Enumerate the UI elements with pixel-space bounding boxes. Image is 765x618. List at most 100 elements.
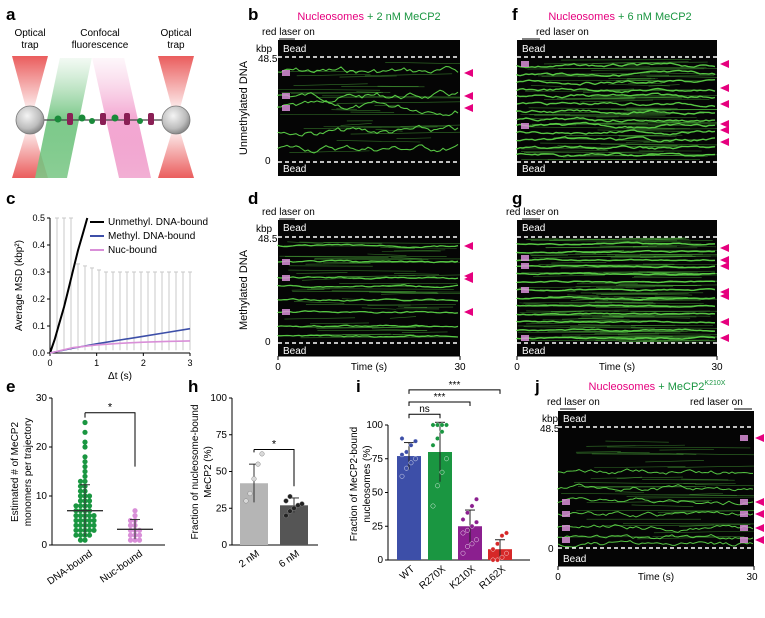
x-tick-label: 2 xyxy=(141,358,146,368)
data-point xyxy=(128,518,133,523)
data-point xyxy=(474,538,478,542)
significance-label: *** xyxy=(449,380,461,391)
x-tick-0: 0 xyxy=(275,362,281,373)
y-axis-label-1: Fraction of nucleosome-bound xyxy=(190,404,201,539)
panel-b-title: Nucleosomes + 2 nM MeCP2 xyxy=(297,11,440,23)
data-point xyxy=(87,498,92,503)
y-tick-label: 25 xyxy=(216,503,228,514)
nucleosome-arrows-b xyxy=(464,69,473,112)
data-point xyxy=(87,533,92,538)
data-point xyxy=(474,497,478,501)
nucleosome-arrow xyxy=(755,510,764,518)
legend-label: Nuc-bound xyxy=(108,245,157,256)
mecp2-protein xyxy=(55,116,62,123)
nucleosome-spot xyxy=(521,287,529,293)
x-category-label: R162X xyxy=(477,564,508,592)
data-point xyxy=(504,551,508,555)
title-nucleosomes: Nucleosomes xyxy=(589,381,656,393)
top-tick: 48.5 xyxy=(540,424,560,435)
nucleosome-arrow xyxy=(755,524,764,532)
x-category-label: 2 nM xyxy=(237,548,262,570)
kymograph-b xyxy=(278,40,460,176)
panel-j: j Nucleosomes + MeCP2K210X red laser on … xyxy=(534,377,764,583)
nucleosome-spot xyxy=(521,255,529,261)
significance-label: * xyxy=(108,402,113,414)
bead-top-label: Bead xyxy=(522,44,545,55)
data-point xyxy=(73,513,78,518)
data-point xyxy=(87,523,92,528)
nucleosome-arrow xyxy=(755,536,764,544)
nucleosome-arrow xyxy=(720,138,729,146)
x-tick-30: 30 xyxy=(711,362,723,373)
nucleosome-spot xyxy=(282,275,290,281)
nucleosome-spot xyxy=(740,435,748,441)
y-tick-label: 0.2 xyxy=(32,294,45,304)
data-point xyxy=(444,423,448,427)
panel-letter-h: h xyxy=(188,377,198,396)
bar xyxy=(397,456,421,560)
nucleosome-arrow xyxy=(720,100,729,108)
x-category-label: R270X xyxy=(417,564,448,592)
significance-bracket xyxy=(85,413,135,467)
nucleosome-arrow xyxy=(755,434,764,442)
y-axis-label-1: Fraction of MeCP2-bound xyxy=(349,427,360,542)
data-point xyxy=(78,503,83,508)
data-point xyxy=(470,524,474,528)
bead-bottom-label: Bead xyxy=(563,554,586,565)
nucleosome-arrows-j xyxy=(755,434,764,544)
x-category-label: WT xyxy=(398,564,417,582)
nucleosome-arrow xyxy=(464,92,473,100)
bead-bottom-label: Bead xyxy=(522,164,545,175)
nucleosome-spot xyxy=(282,93,290,99)
y-tick-label: 25 xyxy=(372,521,384,532)
data-point xyxy=(73,533,78,538)
data-point xyxy=(284,499,289,504)
nucleosome xyxy=(148,113,154,125)
y-tick-label: 0.1 xyxy=(32,321,45,331)
data-point xyxy=(87,493,92,498)
legend-label: Methyl. DNA-bound xyxy=(108,231,195,242)
red-laser-label: red laser on xyxy=(536,27,589,38)
panel-j-title: Nucleosomes + MeCP2K210X xyxy=(589,380,726,393)
right-trap-beam-bottom xyxy=(158,128,194,178)
y-axis-label: Unmethylated DNA xyxy=(238,60,250,155)
mecp2-protein xyxy=(79,115,86,122)
bead-top-label: Bead xyxy=(283,44,306,55)
data-point xyxy=(288,509,293,514)
data-point xyxy=(504,531,508,535)
left-trap-label-1: Optical xyxy=(14,28,45,39)
data-point xyxy=(288,494,293,499)
nucleosome-arrow xyxy=(464,242,473,250)
data-point xyxy=(461,531,465,535)
data-point xyxy=(400,474,404,478)
data-point xyxy=(82,444,87,449)
data-point xyxy=(470,542,474,546)
nucleosome xyxy=(100,113,106,125)
data-point xyxy=(82,430,87,435)
y-tick-label: 0 xyxy=(41,540,47,551)
y-tick-label: 50 xyxy=(216,467,228,478)
y-tick-label: 100 xyxy=(366,420,383,431)
y-tick-label: 10 xyxy=(36,491,48,502)
data-point xyxy=(73,503,78,508)
nucleosome-arrow xyxy=(755,498,764,506)
data-point xyxy=(244,499,249,504)
data-point xyxy=(409,443,413,447)
title-nucleosomes: Nucleosomes xyxy=(297,11,364,23)
data-point xyxy=(91,528,96,533)
nucleosome-spot xyxy=(562,525,570,531)
data-point xyxy=(474,520,478,524)
data-point xyxy=(137,528,142,533)
nucleosome-spot xyxy=(562,537,570,543)
x-axis-label: Time (s) xyxy=(638,572,674,583)
y-tick-label: 0.3 xyxy=(32,267,45,277)
title-mecp2: + 6 nM MeCP2 xyxy=(615,11,692,23)
data-point xyxy=(440,430,444,434)
data-point xyxy=(73,528,78,533)
nucleosome-arrow xyxy=(720,60,729,68)
